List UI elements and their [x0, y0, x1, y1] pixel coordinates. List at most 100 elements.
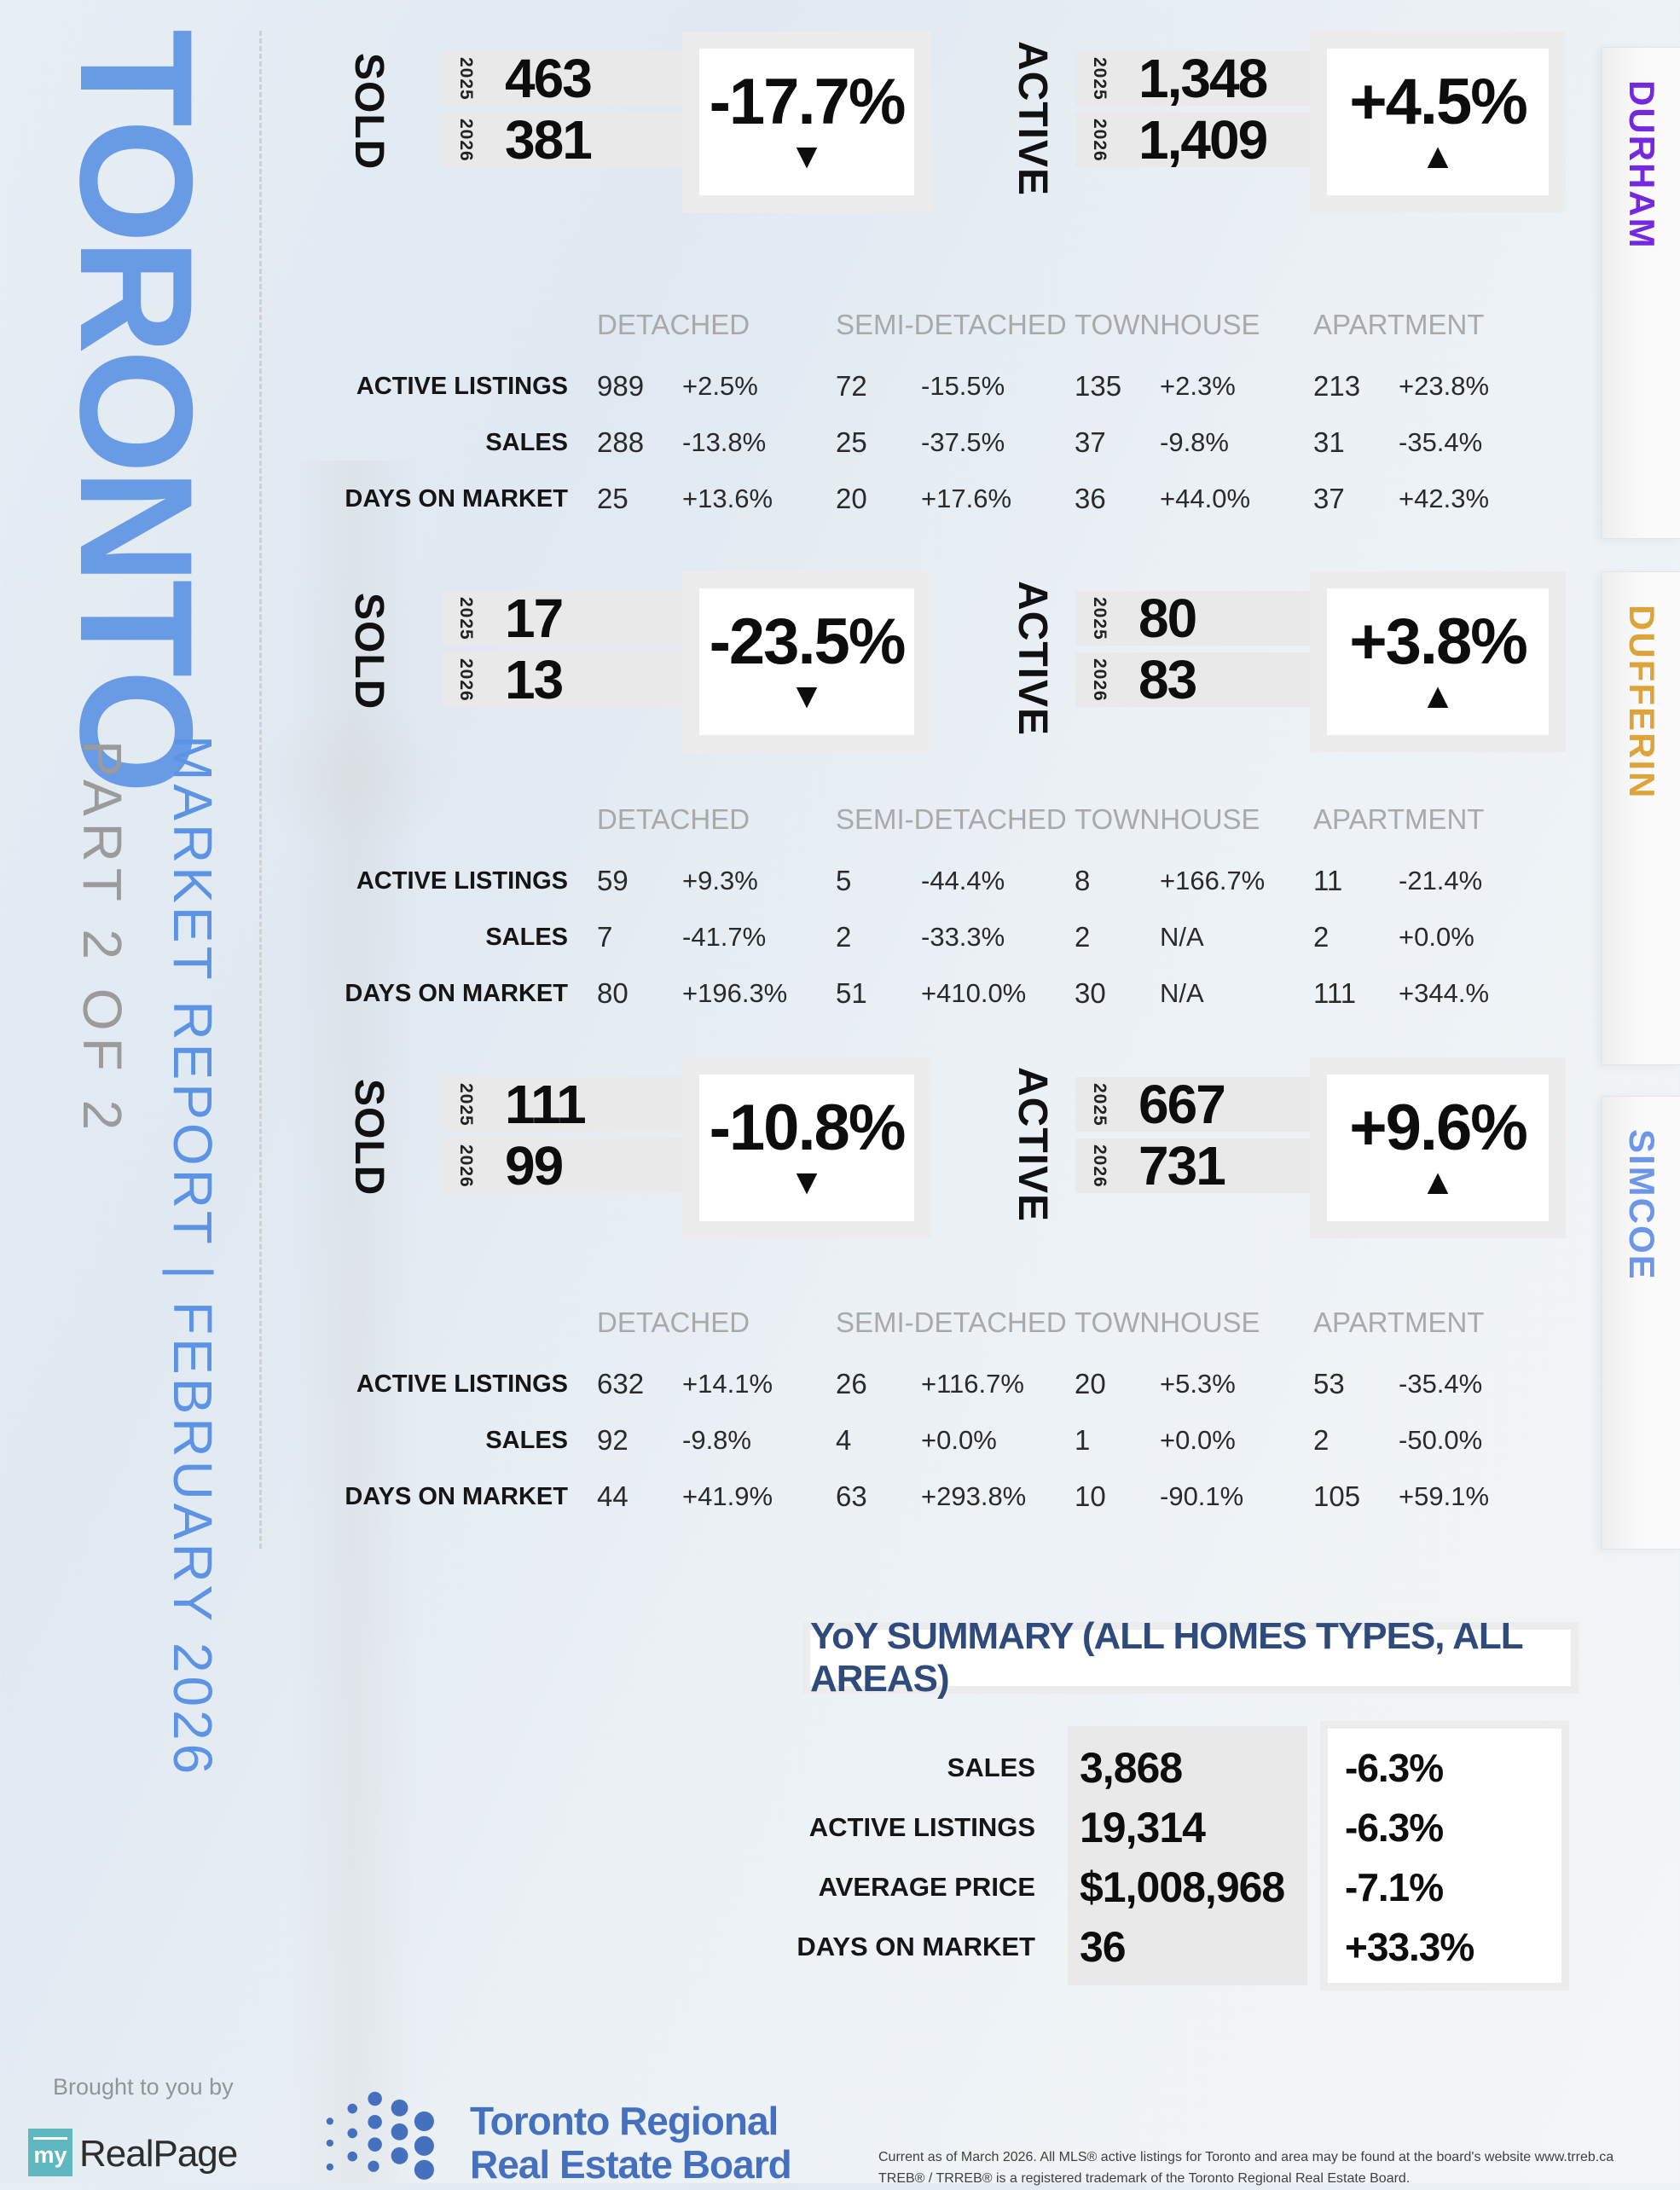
- row-label: DAYS ON MARKET: [345, 1482, 568, 1510]
- year-label: 2026: [1090, 658, 1109, 702]
- cell-pct: -44.4%: [921, 866, 1005, 895]
- cell-pct: -13.8%: [682, 427, 767, 457]
- active-change-box: +9.6% ▲: [1310, 1057, 1566, 1238]
- yoy-row-pct: +33.3%: [1345, 1925, 1474, 1969]
- sold-change-value: -17.7%: [709, 66, 907, 138]
- region-block-dufferin: SOLD 2025 17 2026 13 -23.5% ▼ ACTIVE 202…: [0, 567, 1680, 1079]
- cell-pct: -9.8%: [682, 1425, 751, 1455]
- side-panel-simcoe: SIMCOE: [1602, 1096, 1680, 1550]
- sold-label: SOLD: [346, 53, 391, 171]
- cell-pct: +116.7%: [921, 1369, 1024, 1399]
- active-2025-value: 667: [1138, 1074, 1226, 1135]
- yoy-summary-title: YoY SUMMARY (ALL HOMES TYPES, ALL AREAS): [802, 1615, 1579, 1700]
- cell-pct: +5.3%: [1160, 1369, 1236, 1399]
- active-2026-value: 1,409: [1138, 109, 1268, 171]
- sold-2025-row: 2025 17: [442, 588, 691, 649]
- cell-value: 8: [1075, 865, 1091, 896]
- cell-value: 37: [1075, 426, 1106, 458]
- row-label: ACTIVE LISTINGS: [356, 372, 568, 400]
- cell-value: 989: [597, 370, 645, 402]
- cell-pct: -33.3%: [921, 922, 1005, 952]
- trend-down-icon: ▼: [789, 1162, 825, 1202]
- cell-pct: +196.3%: [682, 978, 788, 1008]
- yoy-row-value: $1,008,968: [1080, 1863, 1285, 1911]
- cell-value: 92: [597, 1424, 629, 1456]
- trreb-dots-logo-icon: [326, 2091, 434, 2180]
- yoy-summary-rows: SALES 3,868 -6.3% ACTIVE LISTINGS 19,314…: [772, 1738, 1573, 1977]
- sold-change-box: -17.7% ▼: [682, 32, 931, 212]
- region-name-durham: DURHAM: [1622, 80, 1662, 250]
- sold-2026-value: 99: [505, 1135, 564, 1196]
- year-label: 2026: [456, 658, 476, 702]
- sold-2026-value: 381: [505, 109, 593, 171]
- col-header-apartment: APARTMENT: [1313, 309, 1485, 340]
- cell-pct: N/A: [1160, 922, 1204, 952]
- yoy-row-pct: -7.1%: [1345, 1865, 1444, 1909]
- brought-to-you-by-label: Brought to you by: [53, 2074, 234, 2100]
- cell-value: 2: [1075, 921, 1091, 953]
- active-2026-row: 2026 731: [1075, 1135, 1318, 1196]
- active-change-inner: +3.8% ▲: [1327, 588, 1549, 735]
- cell-value: 20: [1075, 1368, 1106, 1399]
- cell-value: 2: [836, 921, 852, 953]
- yoy-row-label: DAYS ON MARKET: [797, 1932, 1035, 1961]
- cell-pct: -15.5%: [921, 371, 1005, 401]
- active-2025-value: 80: [1138, 588, 1197, 649]
- page-subtitle: MARKET REPORT | FEBRUARY 2026: [162, 735, 223, 1778]
- side-panel-dufferin: DUFFERIN: [1602, 571, 1680, 1065]
- cell-pct: +344.%: [1399, 978, 1490, 1008]
- trreb-wordmark-line2: Real Estate Board: [470, 2141, 792, 2187]
- stats-table: DETACHED SEMI-DETACHED TOWNHOUSE APARTME…: [283, 803, 1511, 1022]
- myrealpage-my-text: my: [33, 2136, 67, 2169]
- cell-pct: +41.9%: [682, 1481, 773, 1511]
- col-header-semi-detached: SEMI-DETACHED: [836, 309, 1067, 340]
- cell-value: 10: [1075, 1480, 1106, 1512]
- active-change-value: +4.5%: [1349, 66, 1528, 138]
- row-label: DAYS ON MARKET: [345, 979, 568, 1007]
- cell-value: 5: [836, 865, 852, 896]
- myrealpage-wordmark: RealPage: [79, 2133, 238, 2176]
- cell-pct: +293.8%: [921, 1481, 1027, 1511]
- sold-2026-value: 13: [505, 649, 564, 710]
- cell-pct: +59.1%: [1399, 1481, 1490, 1511]
- cell-pct: -41.7%: [682, 922, 767, 952]
- region-block-simcoe: SOLD 2025 111 2026 99 -10.8% ▼ ACTIVE 20…: [0, 1053, 1680, 1565]
- cell-pct: -50.0%: [1399, 1425, 1483, 1455]
- cell-value: 7: [597, 921, 613, 953]
- row-label: DAYS ON MARKET: [345, 484, 568, 513]
- cell-value: 44: [597, 1480, 629, 1512]
- sold-2025-value: 463: [505, 48, 593, 109]
- side-panel-durham: DURHAM: [1602, 47, 1680, 539]
- cell-pct: +0.0%: [921, 1425, 997, 1455]
- active-2025-row: 2025 80: [1075, 588, 1318, 649]
- yoy-row-value: 3,868: [1080, 1744, 1183, 1792]
- cell-pct: +17.6%: [921, 484, 1012, 513]
- active-change-value: +9.6%: [1349, 1092, 1528, 1164]
- yoy-pct-panel: [1320, 1721, 1569, 1990]
- year-label: 2025: [1090, 56, 1109, 101]
- sold-change-inner: -17.7% ▼: [699, 49, 914, 195]
- cell-value: 288: [597, 426, 645, 458]
- row-label: SALES: [485, 428, 568, 456]
- stats-table: DETACHED SEMI-DETACHED TOWNHOUSE APARTME…: [283, 309, 1511, 527]
- trend-down-icon: ▼: [789, 136, 825, 176]
- cell-pct: +13.6%: [682, 484, 773, 513]
- active-2026-value: 731: [1138, 1135, 1226, 1196]
- sold-2025-value: 17: [505, 588, 564, 649]
- yoy-row-value: 19,314: [1080, 1804, 1206, 1851]
- active-2025-row: 2025 1,348: [1075, 48, 1318, 109]
- cell-pct: +0.0%: [1399, 922, 1474, 952]
- year-label: 2025: [1090, 596, 1109, 640]
- dashed-divider: [259, 31, 262, 1549]
- cell-pct: -35.4%: [1399, 427, 1483, 457]
- active-2026-row: 2026 1,409: [1075, 109, 1318, 171]
- cell-value: 2: [1313, 1424, 1330, 1456]
- cell-value: 2: [1313, 921, 1330, 953]
- col-header-townhouse: TOWNHOUSE: [1075, 1306, 1260, 1338]
- page-part-label: PART 2 OF 2: [72, 740, 133, 1138]
- col-header-townhouse: TOWNHOUSE: [1075, 803, 1260, 835]
- active-change-value: +3.8%: [1349, 605, 1528, 678]
- row-label: ACTIVE LISTINGS: [356, 866, 568, 895]
- cell-value: 4: [836, 1424, 852, 1456]
- active-label: ACTIVE: [1010, 1067, 1055, 1223]
